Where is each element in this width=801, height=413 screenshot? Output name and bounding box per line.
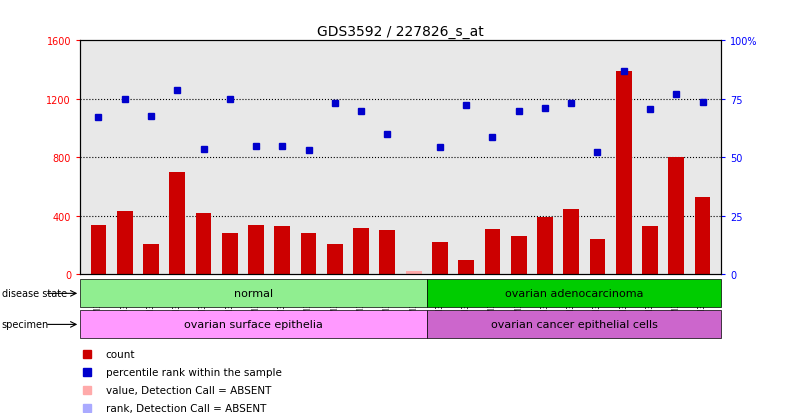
Bar xyxy=(563,209,579,275)
Text: value, Detection Call = ABSENT: value, Detection Call = ABSENT xyxy=(106,385,271,395)
Bar xyxy=(406,271,421,275)
Bar xyxy=(427,311,721,339)
Bar xyxy=(485,230,501,275)
Bar xyxy=(248,225,264,275)
Bar xyxy=(694,197,710,275)
Bar xyxy=(327,244,343,275)
Bar xyxy=(143,244,159,275)
Bar xyxy=(222,234,238,275)
Bar xyxy=(91,225,107,275)
Bar xyxy=(511,237,526,275)
Bar xyxy=(458,260,474,275)
Text: ovarian cancer epithelial cells: ovarian cancer epithelial cells xyxy=(490,320,658,330)
Bar xyxy=(537,218,553,275)
Text: rank, Detection Call = ABSENT: rank, Detection Call = ABSENT xyxy=(106,403,266,413)
Bar xyxy=(380,231,395,275)
Bar xyxy=(590,240,606,275)
Text: normal: normal xyxy=(234,289,273,299)
Text: disease state: disease state xyxy=(2,289,66,299)
Text: count: count xyxy=(106,349,135,359)
Bar xyxy=(432,242,448,275)
Bar xyxy=(642,226,658,275)
Text: ovarian adenocarcinoma: ovarian adenocarcinoma xyxy=(505,289,643,299)
Bar xyxy=(80,280,427,308)
Bar xyxy=(668,158,684,275)
Bar xyxy=(300,234,316,275)
Bar xyxy=(117,212,133,275)
Text: percentile rank within the sample: percentile rank within the sample xyxy=(106,367,282,377)
Text: ovarian surface epithelia: ovarian surface epithelia xyxy=(184,320,323,330)
Bar xyxy=(195,214,211,275)
Bar xyxy=(80,311,427,339)
Bar xyxy=(275,226,290,275)
Bar xyxy=(169,173,185,275)
Title: GDS3592 / 227826_s_at: GDS3592 / 227826_s_at xyxy=(317,25,484,39)
Bar xyxy=(427,280,721,308)
Bar xyxy=(353,228,369,275)
Bar xyxy=(616,72,632,275)
Text: specimen: specimen xyxy=(2,320,49,330)
